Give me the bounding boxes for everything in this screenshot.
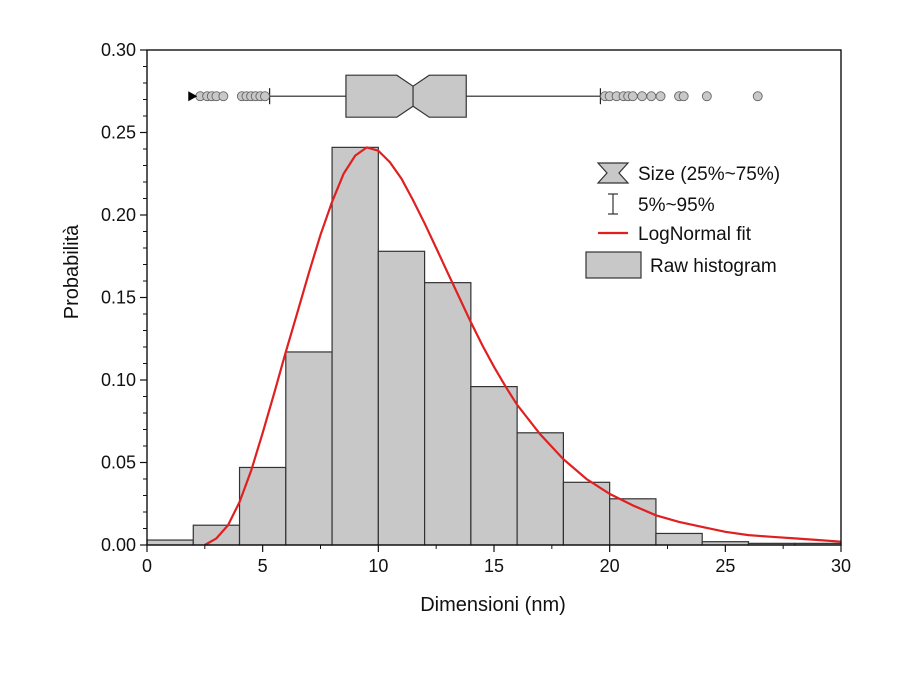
histogram-bar-1 (192, 524, 241, 546)
y-axis-title: Probabilità (61, 224, 83, 319)
y-tick-label: 0.25 (101, 123, 136, 143)
fit-curve-line (204, 146, 842, 546)
legend-label-1: 5%~95% (638, 195, 715, 216)
boxplot-outlier-23 (752, 91, 763, 102)
histogram-bar-8 (516, 432, 565, 546)
boxplot-outlier-22 (701, 91, 712, 102)
x-tick-label: 30 (831, 556, 851, 576)
y-tick-label: 0.05 (101, 453, 136, 473)
histogram-bar-3 (285, 351, 333, 546)
histogram-bars (146, 146, 842, 546)
y-tick-label: 0.10 (101, 370, 136, 390)
y-tick-label: 0.30 (101, 40, 136, 60)
lognormal-fit (204, 146, 842, 546)
x-tick-label: 10 (368, 556, 388, 576)
y-tick-label: 0.00 (101, 535, 136, 555)
boxplot-notched-box (345, 74, 467, 118)
y-tick-label: 0.20 (101, 205, 136, 225)
histogram-bar-6 (424, 282, 472, 546)
x-tick-label: 20 (600, 556, 620, 576)
y-tick-label: 0.15 (101, 288, 136, 308)
boxplot-outlier-21 (678, 91, 689, 102)
x-tick-label: 0 (142, 556, 152, 576)
boxplot-outlier-16 (627, 91, 638, 102)
histogram-bar-4 (331, 146, 379, 546)
boxplot (188, 74, 763, 118)
boxplot-outlier-10 (260, 91, 270, 102)
x-tick-label: 25 (715, 556, 735, 576)
legend-label-3: Raw histogram (650, 256, 777, 277)
boxplot-outlier-18 (646, 91, 657, 102)
boxplot-outlier-4 (218, 91, 229, 102)
legend-label-0: Size (25%~75%) (638, 164, 780, 185)
histogram-bar-0 (146, 539, 194, 546)
boxplot-outlier-17 (637, 91, 648, 102)
histogram-bar-5 (377, 250, 426, 546)
legend: Size (25%~75%) 5%~95% LogNormal fit Raw his… (585, 162, 780, 279)
boxplot-mean-marker (188, 91, 198, 102)
histogram-bar-2 (238, 466, 287, 546)
histogram-bar-11 (655, 532, 703, 546)
x-tick-label: 5 (258, 556, 268, 576)
legend-label-2: LogNormal fit (638, 224, 752, 245)
axes: 0 5 10 15 20 25 30 0.00 0.05 0.10 0.15 0.20 0.25 0.30 (101, 40, 851, 576)
gray-box-icon (585, 251, 642, 279)
x-tick-label: 15 (484, 556, 504, 576)
notched-box-icon (596, 162, 630, 184)
boxplot-outlier-19 (655, 91, 666, 102)
x-axis-title: Dimensioni (nm) (420, 594, 566, 616)
histogram-bar-7 (470, 386, 518, 546)
histogram-bar-9 (562, 481, 611, 546)
